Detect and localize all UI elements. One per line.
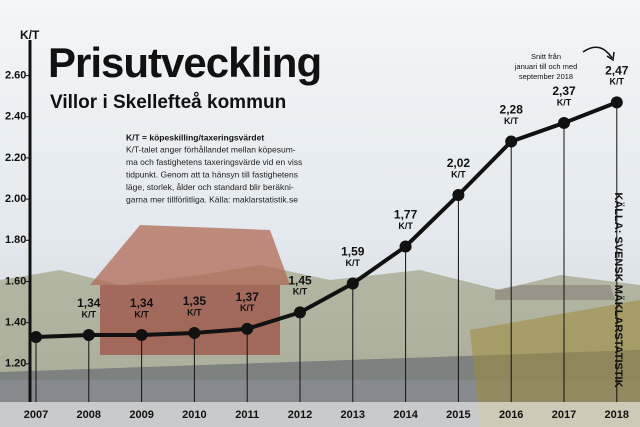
point — [346, 277, 359, 290]
value-label: 1,45 — [288, 274, 312, 288]
note-line: ma och fastighetens taxeringsvärde vid e… — [126, 157, 302, 167]
annotation: januari till och med — [514, 62, 578, 71]
value-unit: K/T — [134, 309, 149, 319]
point — [610, 96, 623, 109]
note-line: läge, storlek, ålder och standard blir b… — [126, 182, 294, 192]
point — [82, 329, 95, 341]
bushes — [470, 300, 640, 427]
value-label: 1,35 — [183, 294, 207, 308]
title: Prisutveckling — [48, 39, 321, 86]
annotation: september 2018 — [519, 72, 573, 81]
note-line: tidpunkt. Genom att ta hänsyn till fasti… — [126, 169, 298, 179]
subtitle: Villor i Skellefteå kommun — [50, 92, 286, 113]
annotation: Snitt från — [531, 52, 561, 61]
annotation-arrowhead — [606, 51, 615, 62]
value-unit: K/T — [610, 77, 625, 87]
value-label: 1,34 — [130, 296, 154, 310]
value-unit: K/T — [557, 97, 572, 107]
x-tick-label: 2014 — [393, 409, 418, 421]
point — [135, 329, 148, 341]
point — [294, 306, 306, 319]
x-tick-label: 2010 — [182, 409, 206, 421]
value-unit: K/T — [187, 307, 202, 317]
y-tick-label: 1.60 — [5, 275, 26, 287]
house-right — [495, 285, 615, 300]
x-tick-label: 2009 — [129, 409, 153, 421]
x-tick-label: 2016 — [499, 409, 523, 421]
note-line: garna mer tillförlitliga. Källa: maklars… — [126, 194, 298, 204]
annotation-arrow — [582, 46, 613, 59]
line — [35, 100, 618, 340]
point — [399, 240, 412, 253]
value-label: 2,28 — [500, 103, 524, 117]
note-line: K/T-talet anger förhållandet mellan köpe… — [126, 144, 296, 154]
value-unit: K/T — [240, 303, 255, 313]
x-tick-label: 2017 — [552, 409, 576, 421]
point — [558, 116, 570, 129]
x-tick-label: 2013 — [341, 409, 365, 421]
point — [452, 189, 465, 201]
point — [30, 331, 42, 344]
y-tick-label: 1.20 — [5, 358, 26, 370]
point — [241, 322, 254, 335]
y-axis-label: K/T — [20, 28, 40, 42]
value-unit: K/T — [82, 309, 97, 319]
value-label: 1,77 — [394, 208, 418, 222]
y-tick-label: 2.00 — [5, 193, 26, 205]
house — [100, 285, 280, 355]
value-label: 1,34 — [77, 296, 101, 310]
y-tick-label: 2.20 — [5, 152, 26, 164]
value-label: 1,37 — [236, 290, 260, 304]
note-title: K/T = köpeskilling/taxeringsvärdet — [126, 132, 264, 142]
source: KÄLLA: SVENSK MÄKLARSTATISTIK — [612, 192, 625, 387]
point — [188, 326, 201, 339]
x-tick-label: 2008 — [77, 409, 101, 421]
value-unit: K/T — [504, 116, 519, 126]
value-label: 1,59 — [341, 245, 365, 259]
value-unit: K/T — [293, 287, 308, 297]
y-tick-label: 2.60 — [5, 69, 26, 81]
value-unit: K/T — [398, 221, 413, 231]
y-tick-label: 2.40 — [5, 111, 26, 123]
value-unit: K/T — [451, 169, 466, 179]
x-tick-label: 2011 — [235, 409, 259, 421]
axis-band — [0, 402, 640, 427]
x-tick-label: 2007 — [24, 409, 48, 421]
x-tick-label: 2015 — [446, 409, 470, 421]
value-label: 2,47 — [605, 64, 629, 78]
house-roof — [90, 225, 290, 285]
value-unit: K/T — [346, 258, 361, 268]
y-tick-label: 1.40 — [5, 317, 26, 329]
y-tick-label: 1.80 — [5, 234, 26, 246]
point — [505, 135, 518, 148]
value-label: 2,37 — [552, 84, 576, 98]
x-tick-label: 2012 — [288, 409, 312, 421]
value-label: 2,02 — [447, 156, 471, 170]
x-tick-label: 2018 — [605, 409, 629, 421]
